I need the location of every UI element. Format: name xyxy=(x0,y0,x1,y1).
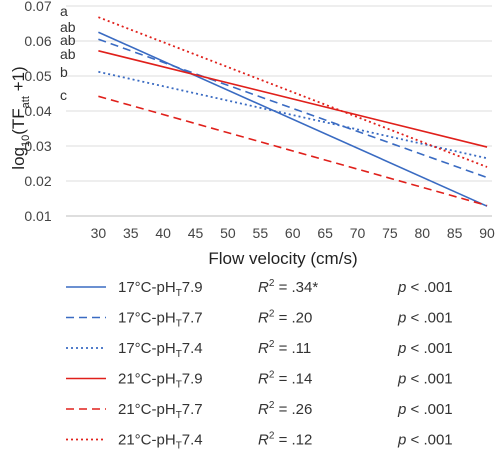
series-line xyxy=(98,31,488,207)
legend-r2: R2 = .20 xyxy=(258,309,312,327)
y-tick-label: 0.06 xyxy=(24,33,51,49)
legend-row: 17°C-pHT7.9 R2 = .34* p < .001 xyxy=(66,278,453,299)
legend-row: 21°C-pHT7.4 R2 = .12 p < .001 xyxy=(66,431,453,452)
legend-r2: R2 = .26 xyxy=(258,400,312,418)
x-axis-ticks: 30 35 40 45 50 55 60 65 70 75 80 85 90 xyxy=(91,225,495,241)
legend-series-name: 21°C-pHT7.4 xyxy=(118,432,203,452)
y-axis-ticks: 0.01 0.02 0.03 0.04 0.05 0.06 0.07 xyxy=(24,0,51,224)
legend-p-value: p < .001 xyxy=(397,401,453,418)
legend-p-value: p < .001 xyxy=(397,279,453,296)
legend-p-value: p < .001 xyxy=(397,371,453,388)
y-tick-label: 0.02 xyxy=(24,173,51,189)
legend-series-name: 17°C-pHT7.4 xyxy=(118,340,203,360)
y-tick-label: 0.07 xyxy=(24,0,51,14)
series-lines xyxy=(98,16,488,207)
legend-series-name: 21°C-pHT7.7 xyxy=(118,401,203,421)
significance-letter: ab xyxy=(60,19,76,35)
legend-r2: R2 = .11 xyxy=(258,339,311,357)
x-tick-label: 80 xyxy=(414,225,430,241)
x-tick-label: 50 xyxy=(220,225,236,241)
significance-letter: ab xyxy=(60,46,76,62)
significance-letter: c xyxy=(60,87,67,103)
x-tick-label: 65 xyxy=(317,225,333,241)
y-tick-label: 0.04 xyxy=(24,103,51,119)
x-tick-label: 70 xyxy=(350,225,366,241)
legend-r2: R2 = .12 xyxy=(258,431,312,449)
series-line xyxy=(98,16,488,168)
gridlines xyxy=(66,5,492,217)
series-line xyxy=(98,70,488,160)
x-axis-title: Flow velocity (cm/s) xyxy=(208,249,357,268)
legend-series-name: 17°C-pHT7.7 xyxy=(118,310,203,330)
y-axis-title: log10(TFatt +1) xyxy=(9,66,32,169)
x-tick-label: 75 xyxy=(382,225,398,241)
legend-series-name: 17°C-pHT7.9 xyxy=(118,279,203,299)
legend-p-value: p < .001 xyxy=(397,340,453,357)
x-tick-label: 90 xyxy=(479,225,495,241)
significance-letter: b xyxy=(60,64,68,80)
series-line xyxy=(98,38,488,179)
series-line xyxy=(98,95,488,207)
x-tick-label: 40 xyxy=(155,225,171,241)
significance-letter: ab xyxy=(60,32,76,48)
legend-p-value: p < .001 xyxy=(397,310,453,327)
legend-row: 17°C-pHT7.7 R2 = .20 p < .001 xyxy=(66,309,453,330)
legend-row: 21°C-pHT7.9 R2 = .14 p < .001 xyxy=(66,370,453,391)
y-tick-label: 0.05 xyxy=(24,68,51,84)
y-tick-label: 0.01 xyxy=(24,208,51,224)
series-line xyxy=(98,50,488,148)
significance-letter: a xyxy=(60,3,68,19)
x-tick-label: 35 xyxy=(123,225,139,241)
legend: 17°C-pHT7.9 R2 = .34* p < .001 17°C-pHT7.7 R… xyxy=(66,278,453,452)
x-tick-label: 55 xyxy=(253,225,269,241)
legend-series-name: 21°C-pHT7.9 xyxy=(118,371,203,391)
x-tick-label: 45 xyxy=(188,225,204,241)
legend-r2: R2 = .14 xyxy=(258,370,312,388)
legend-r2: R2 = .34* xyxy=(258,278,318,296)
x-tick-label: 30 xyxy=(91,225,107,241)
legend-row: 17°C-pHT7.4 R2 = .11 p < .001 xyxy=(66,339,453,360)
x-tick-label: 85 xyxy=(447,225,463,241)
y-tick-label: 0.03 xyxy=(24,138,51,154)
legend-p-value: p < .001 xyxy=(397,432,453,449)
x-tick-label: 60 xyxy=(285,225,301,241)
legend-row: 21°C-pHT7.7 R2 = .26 p < .001 xyxy=(66,400,453,421)
